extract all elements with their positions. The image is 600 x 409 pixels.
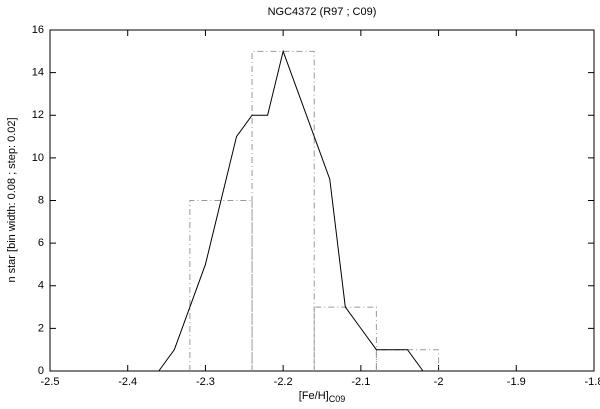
x-tick-label: -2.5 — [41, 376, 60, 388]
y-axis-label: n star [bin width: 0.08 ; step: 0.02] — [6, 117, 18, 282]
x-tick-label: -2.2 — [274, 376, 293, 388]
y-tick-label: 10 — [32, 152, 44, 164]
plot-frame — [49, 29, 595, 372]
histogram-bar — [313, 306, 377, 371]
x-label-sub: C09 — [329, 394, 346, 404]
x-tick-label: -1.8 — [585, 376, 600, 388]
y-tick-label: 6 — [38, 237, 44, 249]
x-tick-label: -2.1 — [351, 376, 370, 388]
y-tick-label: 14 — [32, 67, 44, 79]
histogram-bar — [189, 200, 253, 371]
y-tick-label: 16 — [32, 24, 44, 36]
x-label-main: [Fe/H] — [299, 390, 329, 402]
x-tick-label: -2 — [434, 376, 444, 388]
histogram-bar — [251, 50, 315, 371]
x-tick-label: -2.4 — [118, 376, 137, 388]
y-tick-label: 4 — [38, 280, 44, 292]
chart-title: NGC4372 (R97 ; C09) — [268, 6, 377, 18]
y-tick-label: 8 — [38, 194, 44, 206]
y-tick-label: 12 — [32, 109, 44, 121]
x-axis-label: [Fe/H]C09 — [299, 390, 345, 404]
y-tick-label: 0 — [38, 365, 44, 377]
x-tick-label: -1.9 — [507, 376, 526, 388]
x-tick-label: -2.3 — [196, 376, 215, 388]
line-series — [158, 49, 424, 372]
histogram-bar — [375, 349, 440, 371]
y-tick-label: 2 — [38, 322, 44, 334]
